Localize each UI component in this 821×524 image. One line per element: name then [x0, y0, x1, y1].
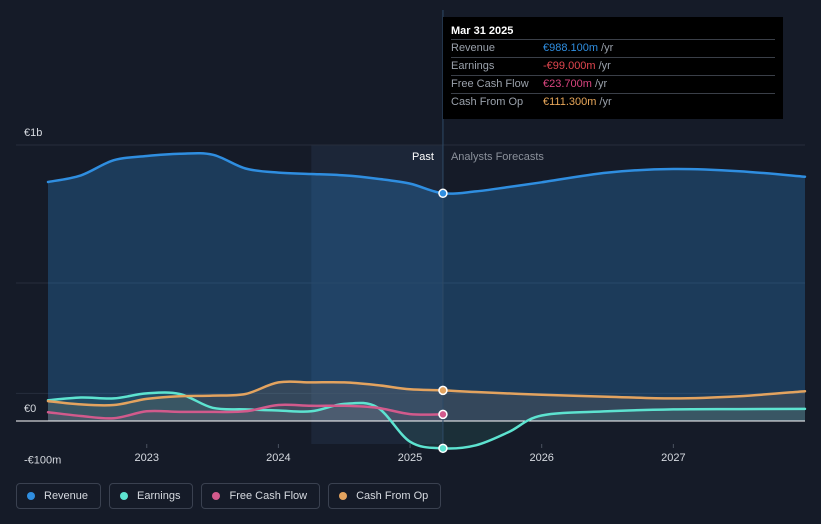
legend-item-cash-from-op[interactable]: Cash From Op [328, 483, 442, 509]
earnings-line [46, 391, 807, 450]
past-band [311, 145, 443, 444]
series-areas [48, 153, 805, 449]
x-tick-label: 2027 [661, 452, 685, 464]
tooltip-value: €988.100m [543, 42, 599, 54]
series-lines [46, 151, 807, 450]
tooltip-label: Revenue [451, 42, 496, 54]
legend-label: Revenue [44, 490, 89, 502]
tooltip-value: -€99.000m [543, 60, 596, 72]
tooltip-label: Free Cash Flow [451, 78, 529, 90]
legend: Revenue Earnings Free Cash Flow Cash Fro… [16, 483, 442, 509]
x-tick-label: 2026 [529, 452, 553, 464]
revenue-line [46, 151, 807, 195]
tooltip-row-cash-from-op: Cash From Op €111.300m /yr [451, 93, 775, 111]
legend-item-free-cash-flow[interactable]: Free Cash Flow [201, 483, 321, 509]
tooltip-label: Earnings [451, 60, 495, 72]
y-tick-label: €1b [24, 127, 42, 139]
revenue-dot-icon [27, 492, 35, 500]
y-tick-label: €0 [24, 403, 36, 415]
tooltip-value: €111.300m [543, 96, 597, 108]
free-cash-flow-area [48, 404, 443, 421]
x-tick-label: 2023 [134, 452, 158, 464]
free-cash-flow-dot-icon [212, 492, 221, 500]
tooltip-label: Cash From Op [451, 96, 524, 108]
tooltip-date: Mar 31 2025 [451, 25, 514, 37]
revenue-area [48, 153, 805, 422]
y-tick-labels: €1b €0 -€100m [24, 127, 61, 467]
tooltip-unit: /yr [598, 60, 611, 72]
tooltip-row-revenue: Revenue €988.100m /yr [451, 39, 775, 57]
tooltip-markers [438, 188, 448, 454]
tooltip-row-earnings: Earnings -€99.000m /yr [451, 57, 775, 75]
legend-item-revenue[interactable]: Revenue [16, 483, 102, 509]
x-tick-label: 2025 [398, 452, 422, 464]
earnings-dot-icon [120, 492, 129, 500]
tooltip-unit: /yr [599, 96, 612, 108]
free-cash-flow-marker [438, 409, 448, 420]
tooltip-row-free-cash-flow: Free Cash Flow €23.700m /yr [451, 75, 775, 93]
cash-from-op-marker [438, 385, 448, 396]
y-tick-label: -€100m [24, 455, 61, 467]
cash-from-op-dot-icon [339, 492, 348, 500]
legend-label: Cash From Op [356, 490, 429, 502]
cash-from-op-line [46, 380, 807, 407]
revenue-marker [438, 188, 448, 199]
earnings-marker [438, 443, 448, 454]
tooltip: Mar 31 2025 Revenue €988.100m /yr Earnin… [443, 17, 783, 119]
x-tick-labels: 2023 2024 2025 2026 2027 [134, 444, 686, 464]
free-cash-flow-line [46, 403, 445, 420]
region-label-past: Past [412, 151, 434, 163]
tooltip-value: €23.700m [543, 78, 592, 90]
tooltip-unit: /yr [594, 78, 608, 90]
tooltip-unit: /yr [601, 42, 614, 54]
legend-item-earnings[interactable]: Earnings [109, 483, 194, 509]
x-tick-label: 2024 [266, 452, 290, 464]
legend-label: Earnings [137, 490, 181, 502]
legend-label: Free Cash Flow [229, 490, 308, 502]
region-label-forecast: Analysts Forecasts [451, 151, 544, 163]
